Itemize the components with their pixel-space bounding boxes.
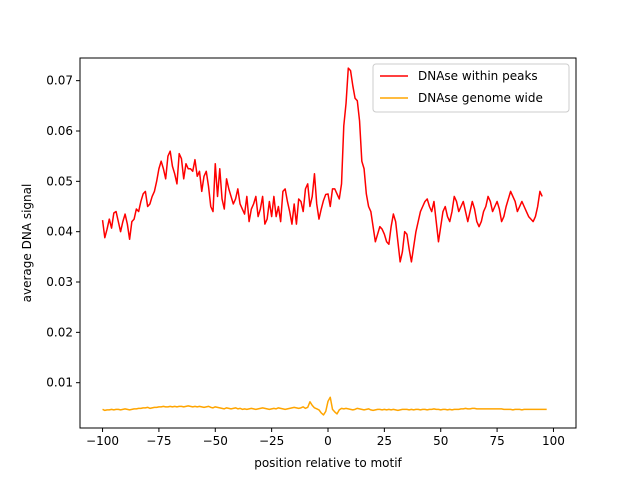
x-tick-label: −50 (203, 434, 228, 448)
x-tick-label: 100 (542, 434, 565, 448)
x-axis: −100 −75 −50 −25 0 25 50 75 100 (86, 428, 565, 448)
x-tick-label: −75 (146, 434, 171, 448)
y-axis-label: average DNA signal (20, 184, 34, 303)
y-tick-label: 0.02 (46, 325, 73, 339)
x-tick-label: 25 (377, 434, 392, 448)
y-axis: 0.01 0.02 0.03 0.04 0.05 0.06 0.07 (46, 74, 80, 390)
y-tick-label: 0.06 (46, 124, 73, 138)
x-tick-label: 50 (433, 434, 448, 448)
legend-label-peaks: DNAse within peaks (418, 69, 538, 83)
x-tick-label: 0 (324, 434, 332, 448)
y-tick-label: 0.03 (46, 275, 73, 289)
legend-label-genome: DNAse genome wide (418, 91, 543, 105)
y-tick-label: 0.04 (46, 225, 73, 239)
legend: DNAse within peaks DNAse genome wide (372, 63, 570, 113)
y-tick-label: 0.01 (46, 376, 73, 390)
series-line-0 (101, 67, 543, 263)
x-axis-label: position relative to motif (254, 456, 402, 470)
x-tick-label: −100 (86, 434, 119, 448)
series-layer (101, 67, 547, 416)
y-tick-label: 0.07 (46, 74, 73, 88)
legend-box (372, 63, 570, 113)
y-tick-label: 0.05 (46, 174, 73, 188)
x-tick-label: 75 (489, 434, 504, 448)
series-line-1 (102, 396, 547, 416)
x-tick-label: −25 (259, 434, 284, 448)
